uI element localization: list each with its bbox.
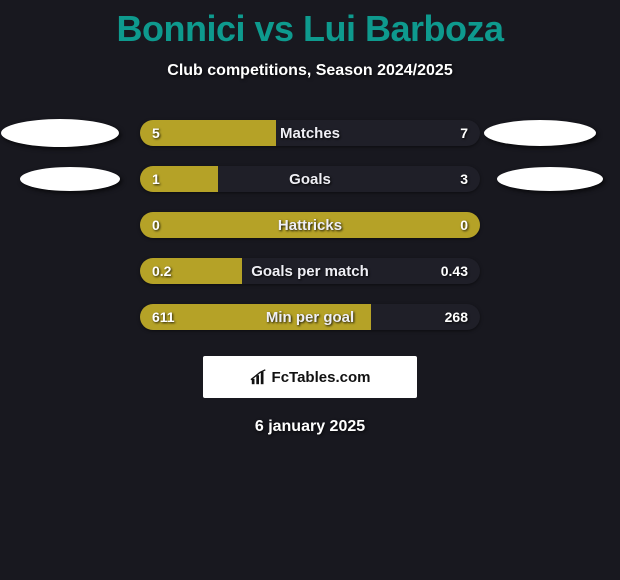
stat-bar: 00Hattricks [140,212,480,238]
brand-badge: FcTables.com [203,356,417,398]
page-title: Bonnici vs Lui Barboza [0,0,620,50]
page-subtitle: Club competitions, Season 2024/2025 [0,62,620,80]
cloud-icon [497,167,603,191]
comparison-chart: 57Matches 13Goals 00Hattricks 0.20.43Goals … [0,110,620,340]
stat-label: Min per goal [140,309,480,326]
cloud-icon [484,120,596,146]
stat-row: 00Hattricks [0,202,620,248]
stat-bar: 0.20.43Goals per match [140,258,480,284]
stat-label: Hattricks [140,217,480,234]
bar-chart-icon [250,368,268,386]
brand-text: FcTables.com [272,369,371,386]
cloud-icon [20,167,120,191]
stat-bar: 57Matches [140,120,480,146]
stat-bar: 13Goals [140,166,480,192]
cloud-icon [1,119,119,147]
stat-label: Goals per match [140,263,480,280]
stat-row: 611268Min per goal [0,294,620,340]
stat-row: 0.20.43Goals per match [0,248,620,294]
stat-label: Goals [140,171,480,188]
date-caption: 6 january 2025 [0,418,620,436]
stat-label: Matches [140,125,480,142]
stat-bar: 611268Min per goal [140,304,480,330]
